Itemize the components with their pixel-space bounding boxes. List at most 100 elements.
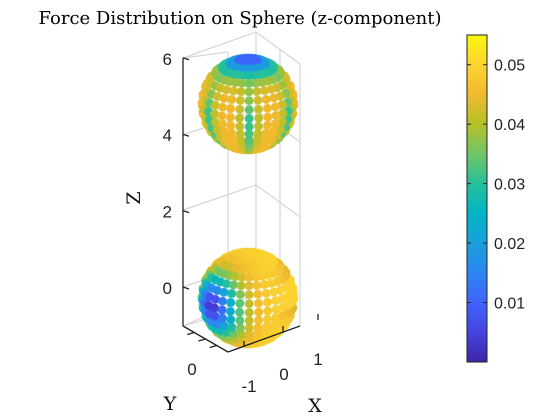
sphere-point <box>244 307 254 318</box>
sphere-point <box>244 122 254 132</box>
sphere-point <box>226 103 236 114</box>
sphere-point <box>253 298 264 308</box>
x-tick-label: 0 <box>279 365 288 384</box>
colorbar-ticks: 0.01 0.02 0.03 0.04 0.05 <box>467 58 525 313</box>
x-tick-label: 1 <box>313 350 322 369</box>
grid-line <box>182 184 257 211</box>
sphere-point <box>244 265 254 275</box>
z-tick-label: 6 <box>163 50 172 69</box>
colorbar-tick-label: 0.02 <box>494 236 525 253</box>
sphere-point <box>261 288 271 299</box>
sphere-point <box>217 313 228 323</box>
z-tick-label: 0 <box>163 279 172 298</box>
sphere-point <box>270 296 281 306</box>
sphere-point <box>262 297 273 307</box>
sphere-point <box>217 102 228 112</box>
sphere-point <box>253 104 264 115</box>
sphere-point <box>217 305 227 315</box>
sphere-point <box>252 280 262 291</box>
sphere-point <box>235 121 245 132</box>
sphere-point <box>270 102 281 112</box>
sphere-point <box>227 288 237 299</box>
y-tick <box>198 338 206 342</box>
grid-line <box>255 31 301 65</box>
colorbar-tick-label: 0.01 <box>494 296 525 313</box>
sphere-point <box>271 304 281 315</box>
sphere-point <box>244 299 254 309</box>
sphere-point <box>244 87 254 97</box>
sphere-point <box>271 110 281 121</box>
sphere-point <box>226 297 236 308</box>
grid-line <box>182 51 229 59</box>
sphere-point <box>236 86 246 97</box>
sphere-point <box>269 287 279 297</box>
sphere-point <box>236 280 246 291</box>
sphere-point <box>253 289 263 299</box>
colorbar-tick-label: 0.04 <box>494 117 525 134</box>
sphere-point <box>217 119 228 129</box>
x-axis-label: X <box>308 395 322 417</box>
x-axis <box>227 325 301 353</box>
sphere-point <box>262 120 273 131</box>
sphere-point <box>219 127 229 137</box>
sphere-point <box>244 316 254 326</box>
sphere-point <box>259 279 270 290</box>
sphere-point <box>270 119 281 129</box>
sphere-point <box>234 307 245 317</box>
sphere-point <box>253 121 264 132</box>
sphere-point <box>262 314 273 324</box>
sphere-point <box>263 112 273 122</box>
sphere-point <box>262 103 273 114</box>
sphere-point <box>217 296 228 306</box>
colorbar-tick-label: 0.03 <box>494 177 525 194</box>
sphere-points <box>197 53 299 349</box>
y-tick <box>187 331 195 336</box>
sphere-point <box>244 113 254 124</box>
sphere-point <box>270 313 281 323</box>
sphere-point <box>263 306 273 316</box>
grid-line <box>182 31 257 59</box>
z-tick-label: 4 <box>163 126 172 145</box>
grid-line <box>255 184 301 218</box>
z-tick <box>182 133 190 137</box>
sphere-point <box>226 314 236 325</box>
sphere-point <box>228 280 239 290</box>
sphere-point <box>235 104 245 115</box>
sphere-point <box>234 113 245 123</box>
sphere-point <box>269 93 279 103</box>
z-tick <box>182 209 190 214</box>
sphere-point <box>235 315 245 326</box>
sphere-point <box>226 120 236 131</box>
x-tick-label: -1 <box>241 377 256 396</box>
sphere-point <box>259 85 270 96</box>
sphere-point <box>225 306 236 317</box>
sphere-point <box>244 281 254 291</box>
colorbar <box>466 34 488 363</box>
sphere-point <box>244 78 254 89</box>
tick-group: 0 2 4 6 0 -1 0 1 <box>163 50 323 396</box>
chart-title: Force Distribution on Sphere (z-componen… <box>39 8 442 29</box>
sphere-point <box>225 112 236 123</box>
sphere-point <box>219 287 229 297</box>
sphere-point <box>252 86 262 97</box>
colorbar-tick-label: 0.05 <box>494 58 525 75</box>
sphere-point <box>235 289 246 300</box>
sphere-point <box>253 95 263 106</box>
z-axis-label: Z <box>123 191 145 204</box>
sphere-point <box>244 290 254 300</box>
sphere-point <box>235 298 245 309</box>
y-axis-label: Y <box>163 393 177 415</box>
sphere-point <box>228 86 239 96</box>
y-tick-label: 0 <box>187 360 196 379</box>
sphere-point <box>244 105 254 115</box>
sphere-point <box>244 96 254 106</box>
sphere-point <box>219 321 229 331</box>
z-tick-label: 2 <box>163 203 172 222</box>
y-tick <box>209 344 217 349</box>
sphere-point <box>253 315 264 325</box>
sphere-point <box>261 94 271 105</box>
z-tick <box>182 57 190 61</box>
sphere-point <box>244 71 254 81</box>
sphere-point <box>244 272 254 283</box>
